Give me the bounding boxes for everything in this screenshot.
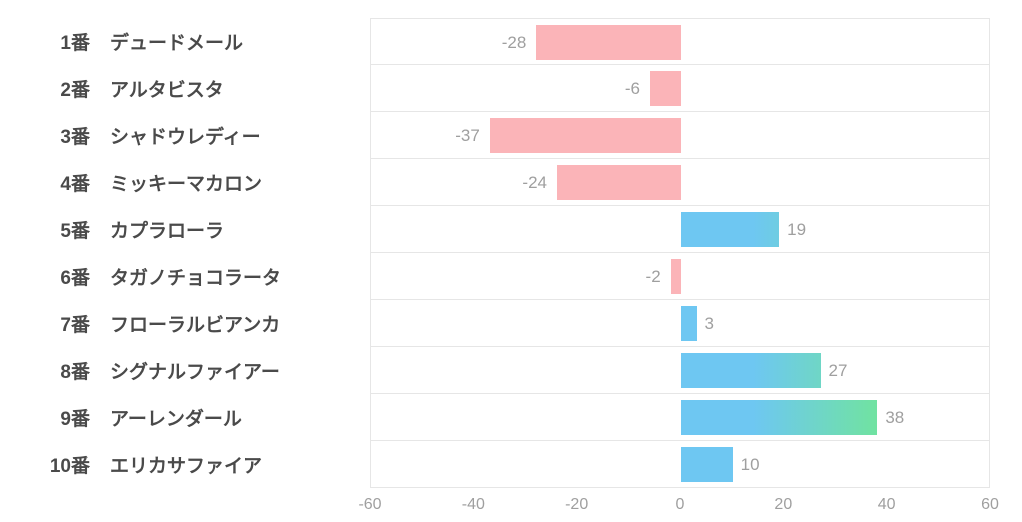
row-labels: 8番シグナルファイアー: [0, 347, 370, 394]
chart-row: 2番アルタビスタ -6: [0, 65, 1022, 112]
plot-cell: -37: [370, 112, 990, 159]
value-label: 27: [829, 347, 848, 394]
row-labels: 5番カプラローラ: [0, 206, 370, 253]
chart-row: 8番シグナルファイアー 27: [0, 347, 1022, 394]
bar: [490, 118, 681, 153]
entry-number: 4番: [60, 169, 90, 196]
row-labels: 9番アーレンダール: [0, 394, 370, 441]
entry-name: シャドウレディー: [110, 122, 261, 149]
value-label: -6: [625, 65, 640, 112]
bar: [650, 71, 681, 106]
value-label: 3: [705, 300, 714, 347]
bar: [681, 447, 733, 482]
bar: [681, 400, 877, 435]
entry-number: 1番: [60, 28, 90, 55]
entry-name: タガノチョコラータ: [110, 263, 281, 290]
chart-row: 1番デュードメール -28: [0, 18, 1022, 65]
plot-cell: 19: [370, 206, 990, 253]
chart-row: 5番カプラローラ 19: [0, 206, 1022, 253]
plot-cell: -6: [370, 65, 990, 112]
entry-number: 2番: [60, 75, 90, 102]
x-tick: 40: [878, 496, 896, 514]
chart-row: 10番エリカサファイア 10: [0, 441, 1022, 488]
row-labels: 2番アルタビスタ: [0, 65, 370, 112]
value-label: -2: [646, 253, 661, 300]
plot-cell: 27: [370, 347, 990, 394]
entry-name: カプラローラ: [110, 216, 224, 243]
row-labels: 1番デュードメール: [0, 18, 370, 65]
entry-name: フローラルビアンカ: [110, 310, 280, 337]
plot-cell: 10: [370, 441, 990, 488]
x-tick: -40: [462, 496, 485, 514]
value-label: -24: [522, 159, 547, 206]
row-labels: 10番エリカサファイア: [0, 441, 370, 488]
entry-name: デュードメール: [110, 28, 243, 55]
x-tick: -60: [358, 496, 381, 514]
x-tick: 20: [774, 496, 792, 514]
entry-name: アルタビスタ: [110, 75, 224, 102]
entry-number: 3番: [60, 122, 90, 149]
chart-row: 3番シャドウレディー -37: [0, 112, 1022, 159]
plot-cell: -28: [370, 18, 990, 65]
value-label: 10: [741, 441, 760, 488]
entry-number: 5番: [60, 216, 90, 243]
entry-name: アーレンダール: [110, 404, 242, 431]
chart-row: 4番ミッキーマカロン -24: [0, 159, 1022, 206]
plot-cell: 38: [370, 394, 990, 441]
entry-number: 7番: [60, 310, 90, 337]
plot-cell: -24: [370, 159, 990, 206]
plot-cell: 3: [370, 300, 990, 347]
bar: [536, 25, 681, 60]
bar: [557, 165, 681, 200]
row-labels: 3番シャドウレディー: [0, 112, 370, 159]
entry-number: 8番: [60, 357, 90, 384]
bar: [671, 259, 681, 294]
row-labels: 7番フローラルビアンカ: [0, 300, 370, 347]
row-labels: 6番タガノチョコラータ: [0, 253, 370, 300]
bar: [681, 212, 779, 247]
chart-row: 7番フローラルビアンカ 3: [0, 300, 1022, 347]
value-label: -28: [502, 19, 527, 66]
diverging-bar-chart: 1番デュードメール-282番アルタビスタ-63番シャドウレディー-374番ミッキ…: [0, 0, 1022, 522]
x-tick: -20: [565, 496, 588, 514]
x-tick: 0: [676, 496, 685, 514]
entry-number: 6番: [60, 263, 90, 290]
chart-row: 9番アーレンダール 38: [0, 394, 1022, 441]
chart-row: 6番タガノチョコラータ -2: [0, 253, 1022, 300]
value-label: 38: [885, 394, 904, 441]
entry-number: 10番: [50, 451, 90, 478]
row-labels: 4番ミッキーマカロン: [0, 159, 370, 206]
value-label: 19: [787, 206, 806, 253]
entry-name: エリカサファイア: [110, 451, 262, 478]
bar: [681, 353, 821, 388]
x-tick: 60: [981, 496, 999, 514]
entry-number: 9番: [60, 404, 90, 431]
entry-name: シグナルファイアー: [110, 357, 280, 384]
bar: [681, 306, 697, 341]
x-axis: -60-40-200204060: [370, 488, 990, 518]
value-label: -37: [455, 112, 480, 159]
plot-cell: -2: [370, 253, 990, 300]
entry-name: ミッキーマカロン: [110, 169, 262, 196]
